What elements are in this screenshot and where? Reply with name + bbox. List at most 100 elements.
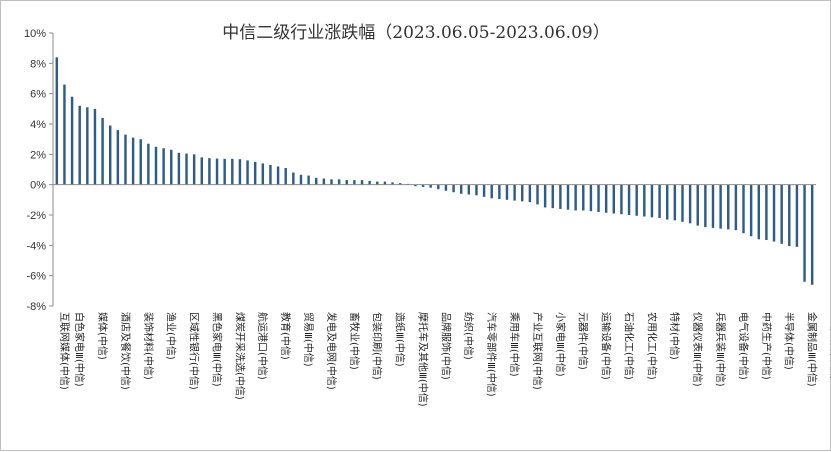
x-tick-label: 畜牧业(中信)	[348, 312, 361, 370]
bar	[788, 184, 791, 247]
bar	[269, 164, 272, 185]
x-tick-label: 电气设备(中信)	[737, 312, 750, 380]
x-tick-label: 煤炭开采洗选(中信)	[233, 312, 246, 400]
bar	[604, 184, 608, 213]
bar	[795, 184, 799, 247]
x-tick-label: 航运港口(中信)	[256, 312, 269, 380]
bar	[322, 178, 326, 185]
bar	[101, 117, 104, 185]
bar	[528, 184, 532, 203]
x-tick-label: 产业互联网(中信)	[531, 312, 544, 390]
bar	[498, 184, 501, 200]
x-tick-label: 黑色家电Ⅲ(中信)	[210, 312, 223, 387]
bar	[620, 184, 623, 215]
bar	[330, 179, 333, 185]
bar	[810, 184, 814, 285]
bar	[284, 167, 287, 185]
y-tick-label: 4%	[30, 119, 46, 131]
y-tick-label: -4%	[26, 240, 46, 252]
bar	[559, 184, 562, 209]
y-tick-label: -8%	[26, 301, 46, 313]
bar	[505, 184, 509, 200]
x-tick-label: 石油化工(中信)	[622, 312, 635, 380]
x-tick-label: 乘用车Ⅲ(中信)	[508, 312, 521, 377]
bar	[437, 184, 440, 190]
bar	[566, 184, 570, 210]
x-tick-label: 摩托车及其他Ⅲ(中信)	[416, 312, 429, 407]
bar	[429, 184, 432, 188]
x-tick-label: 特材(中信)	[668, 312, 681, 360]
bar	[582, 184, 585, 211]
bar	[215, 158, 219, 185]
bar	[200, 157, 203, 185]
bar	[162, 148, 165, 185]
x-tick-label: 造纸Ⅲ(中信)	[394, 312, 407, 367]
x-tick-label: 半导体(中信)	[783, 312, 796, 370]
bar	[513, 184, 516, 201]
bar	[86, 107, 89, 185]
bar-series	[55, 57, 814, 285]
bar	[734, 184, 738, 231]
bar	[765, 184, 768, 241]
bar	[803, 184, 806, 282]
x-tick-label: 区域性银行(中信)	[188, 312, 201, 390]
x-tick-label: 贸易Ⅲ(中信)	[302, 312, 315, 367]
bar	[276, 166, 280, 185]
y-tick-label: 0%	[30, 180, 46, 192]
bar	[597, 184, 600, 212]
bar	[231, 158, 234, 185]
bar	[589, 184, 593, 212]
bar	[452, 184, 455, 193]
bar	[727, 184, 730, 230]
bar	[521, 184, 524, 202]
bar	[543, 184, 547, 208]
x-tick-label: 品牌服饰(中信)	[439, 312, 452, 380]
x-tick-label: 包装印刷(中信)	[371, 312, 384, 380]
x-tick-label: 金属制品Ⅲ(中信)	[806, 312, 819, 387]
bar	[635, 184, 638, 216]
x-tick-label: 互联网媒体(中信)	[58, 312, 71, 390]
y-tick-label: 10%	[24, 28, 46, 40]
x-tick-label: 通用设备(中信)	[828, 312, 831, 380]
x-tick-label: 小家电Ⅲ(中信)	[554, 312, 567, 377]
bar	[139, 139, 142, 185]
bar	[467, 184, 471, 195]
bar	[360, 180, 364, 185]
bar	[414, 184, 417, 187]
x-tick-label: 装饰材料(中信)	[142, 312, 155, 380]
bar	[574, 184, 577, 211]
bar	[749, 184, 753, 237]
bar	[78, 105, 81, 185]
x-tick-label: 运输设备(中信)	[600, 312, 613, 380]
bar	[55, 57, 59, 185]
bar	[177, 152, 181, 185]
bar	[376, 181, 379, 185]
x-tick-label: 酒店及餐饮(中信)	[119, 312, 132, 390]
bar	[261, 163, 265, 185]
x-tick-label: 汽车零部件Ⅲ(中信)	[485, 312, 498, 397]
x-tick-label: 纺织(中信)	[462, 312, 475, 360]
bar	[757, 184, 760, 240]
x-tick-label: 媒体(中信)	[96, 312, 109, 360]
chart-title: 中信二级行业涨跌幅（2023.06.05-2023.06.09）	[222, 23, 609, 43]
bar	[93, 108, 97, 185]
bar	[643, 184, 646, 217]
bar	[696, 184, 699, 226]
bar	[383, 181, 387, 185]
bar	[665, 184, 669, 220]
bar	[444, 184, 448, 191]
bar	[368, 180, 371, 185]
bar	[612, 184, 616, 214]
bar	[124, 134, 127, 185]
bar	[154, 146, 158, 185]
x-tick-label: 发电及电网(中信)	[325, 312, 338, 390]
bar	[482, 184, 486, 197]
bar	[421, 184, 425, 187]
bar	[147, 143, 150, 185]
bar	[490, 184, 493, 199]
x-tick-label: 渔业(中信)	[165, 312, 178, 360]
bar	[185, 153, 188, 185]
bar	[475, 184, 478, 196]
bar	[70, 96, 74, 185]
